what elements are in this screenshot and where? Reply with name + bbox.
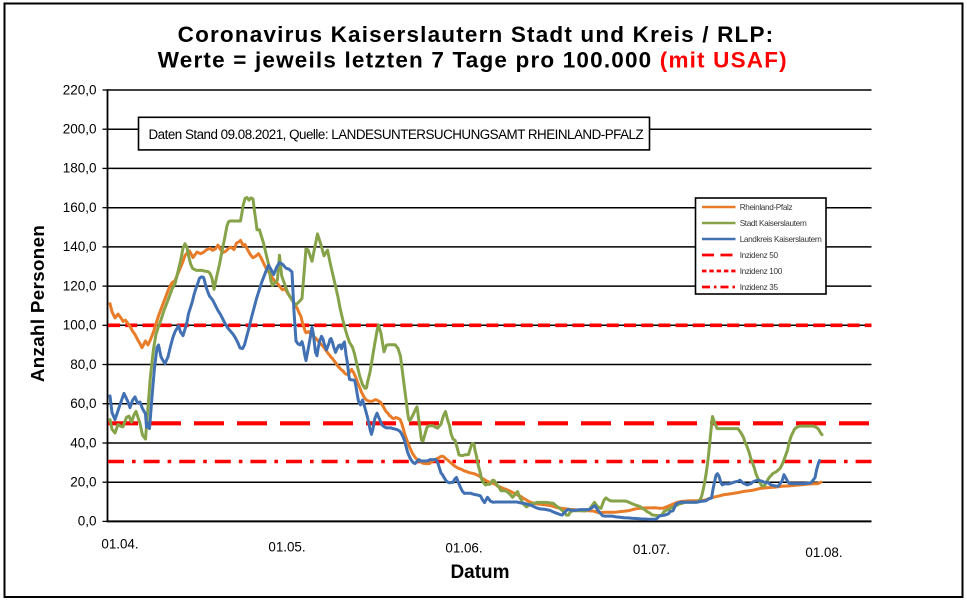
svg-text:Rheinland-Pfalz: Rheinland-Pfalz [740,203,793,212]
svg-text:01.06.: 01.06. [445,541,482,556]
svg-text:180,0: 180,0 [63,161,97,176]
svg-text:Coronavirus Kaiserslautern Sta: Coronavirus Kaiserslautern Stadt und Kre… [178,22,775,47]
svg-text:01.04.: 01.04. [101,537,138,552]
svg-text:220,0: 220,0 [63,82,97,97]
svg-text:200,0: 200,0 [63,122,97,137]
svg-text:Inzidenz 100: Inzidenz 100 [740,267,783,276]
svg-text:01.07.: 01.07. [633,542,670,557]
svg-text:60,0: 60,0 [70,396,96,411]
svg-text:Landkreis Kaiserslautern: Landkreis Kaiserslautern [740,235,823,244]
svg-text:Stadt Kaiserslautern: Stadt Kaiserslautern [740,219,808,228]
svg-text:100,0: 100,0 [63,318,97,333]
svg-text:01.05.: 01.05. [268,540,305,555]
svg-text:Datum: Datum [450,562,509,583]
svg-text:Inzidenz 35: Inzidenz 35 [740,283,779,292]
svg-text:120,0: 120,0 [63,278,97,293]
svg-text:140,0: 140,0 [63,239,97,254]
svg-text:0,0: 0,0 [78,514,97,529]
svg-text:Daten Stand 09.08.2021, Quelle: Daten Stand 09.08.2021, Quelle: LANDESUN… [149,127,644,142]
svg-text:01.08.: 01.08. [805,545,842,560]
svg-text:Werte = jeweils letzten 7 Tage: Werte = jeweils letzten 7 Tage pro 100.0… [158,48,788,73]
svg-text:40,0: 40,0 [70,435,96,450]
svg-text:20,0: 20,0 [70,475,96,490]
svg-text:80,0: 80,0 [70,357,96,372]
svg-text:Inzidenz 50: Inzidenz 50 [740,251,779,260]
svg-text:Anzahl Personen: Anzahl Personen [27,225,48,382]
svg-text:160,0: 160,0 [63,200,97,215]
